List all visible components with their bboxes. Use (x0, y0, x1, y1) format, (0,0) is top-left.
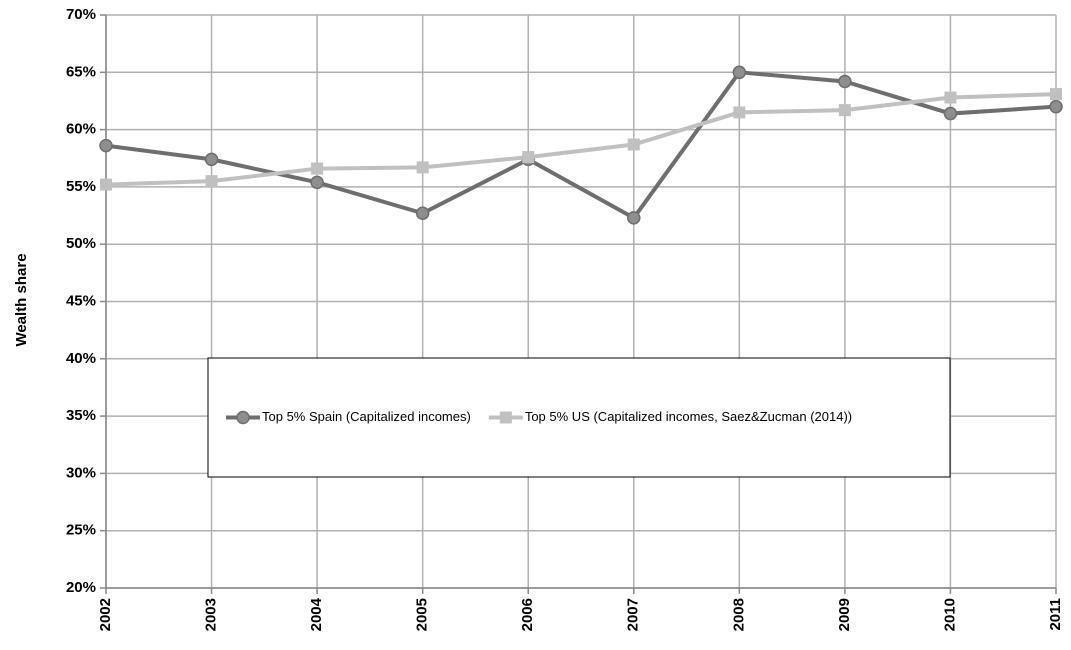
y-tick-label: 40% (66, 350, 96, 367)
y-axis-label: Wealth share (13, 253, 30, 346)
data-point (100, 178, 112, 191)
data-point (838, 104, 851, 117)
y-tick-label: 65% (66, 63, 96, 80)
legend-marker (499, 411, 512, 424)
data-point (415, 206, 430, 221)
data-point (627, 211, 641, 225)
data-point (416, 161, 429, 174)
y-tick-label: 25% (66, 522, 96, 539)
data-point (943, 106, 958, 121)
data-point (1050, 88, 1062, 101)
x-tick-label: 2010 (941, 598, 958, 631)
x-tick-label: 2011 (1047, 598, 1064, 631)
y-tick-label: 60% (66, 121, 96, 138)
data-point (733, 106, 746, 119)
y-tick-label: 70% (66, 6, 96, 23)
legend-label: Top 5% Spain (Capitalized incomes) (262, 409, 471, 424)
x-tick-label: 2004 (308, 597, 325, 631)
x-tick-label: 2009 (836, 598, 853, 631)
series-line (105, 70, 1057, 221)
y-tick-label: 35% (66, 407, 96, 424)
data-point (1049, 99, 1063, 114)
data-point (205, 175, 218, 188)
data-point (204, 152, 219, 167)
legend-box (207, 357, 951, 478)
legend-label: Top 5% US (Capitalized incomes, Saez&Zuc… (525, 409, 852, 424)
data-point (944, 91, 957, 104)
y-tick-label: 45% (66, 292, 96, 309)
x-tick-label: 2008 (730, 598, 747, 631)
data-point (522, 151, 535, 164)
x-tick-label: 2007 (625, 598, 642, 631)
x-tick-label: 2002 (97, 598, 114, 631)
data-point (627, 138, 640, 151)
x-tick-label: 2006 (519, 598, 536, 631)
x-tick-label: 2003 (203, 598, 220, 631)
x-tick-label: 2005 (414, 598, 431, 631)
data-point (310, 175, 324, 190)
series-line (105, 92, 1057, 187)
y-tick-label: 55% (66, 178, 96, 195)
data-point (311, 162, 324, 175)
data-point (732, 65, 747, 80)
y-tick-label: 50% (66, 235, 96, 252)
data-point (838, 74, 852, 89)
legend-marker (236, 410, 250, 425)
y-tick-label: 20% (66, 579, 96, 596)
y-tick-label: 30% (66, 464, 96, 481)
data-point (99, 138, 113, 153)
